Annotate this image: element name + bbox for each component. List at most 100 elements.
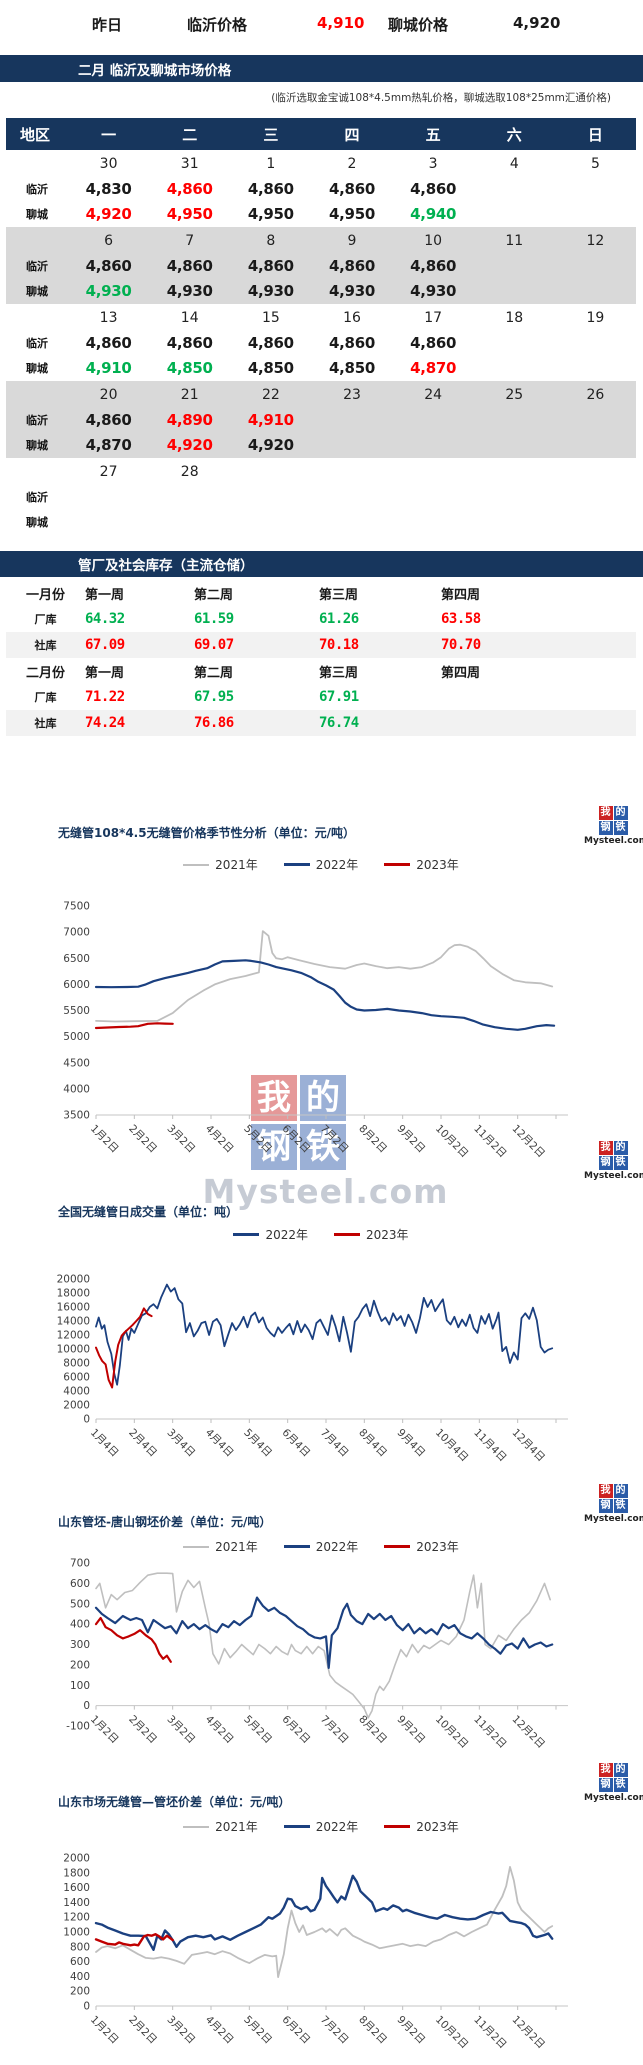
linyi-price-value: 4,910 — [317, 14, 365, 32]
x-axis-tick-label: 9月4日 — [395, 1427, 428, 1460]
region-label: 聊城 — [26, 207, 48, 221]
liaocheng-price-row: 聊城 — [6, 509, 636, 534]
linyi-price-row: 临沂 4,860 4,890 4,910 — [6, 407, 636, 432]
region-label: 临沂 — [26, 413, 48, 427]
calendar-table: 地区一二三四五六日 30 31 1 2 3 4 5 临沂 4,830 4,860 4,860 4,860… — [6, 118, 636, 535]
x-axis-tick-label: 7月4日 — [318, 1427, 351, 1460]
x-axis-tick-label: 10月2日 — [433, 1713, 471, 1751]
price-cell: 4,930 — [166, 281, 213, 300]
x-axis-tick-label: 7月2日 — [318, 1713, 351, 1746]
region-label: 聊城 — [26, 515, 48, 529]
x-axis-tick-label: 3月4日 — [165, 1427, 198, 1460]
y-axis-tick-label: 4000 — [63, 1386, 90, 1398]
date-cell: 12 — [586, 232, 605, 249]
linyi-price-row: 临沂 4,860 4,860 4,860 4,860 4,860 — [6, 253, 636, 278]
calendar-banner-title: 二月 临沂及聊城市场价格 — [78, 62, 232, 79]
legend-item: 2021年 — [183, 1818, 258, 1835]
x-axis-tick-label: 2月2日 — [126, 1123, 159, 1156]
series-line-2023年 — [95, 1307, 153, 1389]
price-cell: 4,850 — [329, 358, 375, 377]
price-cell: 4,930 — [85, 281, 132, 300]
price-cell: 4,850 — [166, 358, 213, 377]
inventory-row-label: 社库 — [34, 717, 57, 730]
legend-label: 2022年 — [315, 1820, 359, 1834]
watermark-char: 钢 — [251, 1124, 297, 1170]
price-cell: 4,950 — [329, 204, 375, 223]
y-axis-tick-label: 100 — [70, 1680, 90, 1692]
series-line-2021年 — [95, 930, 554, 1023]
mysteel-logo-char: 钢 — [598, 1156, 613, 1170]
y-axis-tick-label: 18000 — [57, 1288, 90, 1300]
x-axis-tick-label: 3月2日 — [165, 1713, 198, 1746]
y-axis-tick-label: 10000 — [57, 1344, 90, 1356]
y-axis-tick-label: 14000 — [57, 1316, 90, 1328]
watermark-char: 我 — [251, 1075, 297, 1121]
mysteel-logo-sitename: Mysteel.com — [584, 836, 643, 846]
y-axis-tick-label: 200 — [70, 1986, 90, 1998]
inventory-week-header: 第四周 — [441, 587, 481, 603]
price-cell: 4,910 — [85, 358, 132, 377]
price-cell: 4,860 — [329, 179, 375, 198]
inventory-week-header: 第二周 — [194, 587, 234, 603]
date-cell: 2 — [347, 155, 357, 172]
date-cell: 3 — [428, 155, 438, 172]
mysteel-logo-char: 的 — [613, 1141, 628, 1155]
legend-item: 2023年 — [384, 1818, 459, 1835]
price-cell: 4,830 — [85, 179, 132, 198]
price-cell: 4,860 — [410, 179, 457, 198]
inventory-value-cell: 61.26 — [319, 611, 359, 627]
x-axis-tick-label: 10月2日 — [433, 1123, 471, 1161]
x-axis-tick-label: 9月2日 — [395, 1713, 428, 1746]
y-axis-tick-label: 600 — [70, 1956, 90, 1968]
legend-swatch — [183, 1825, 210, 1828]
inventory-value-cell: 74.24 — [85, 715, 125, 731]
mysteel-logo: 我的钢铁 Mysteel.com — [584, 1484, 643, 1524]
y-axis-tick-label: 400 — [70, 1619, 90, 1631]
y-axis-tick-label: 7000 — [63, 927, 90, 939]
liaocheng-price-row: 聊城 4,930 4,930 4,930 4,930 4,930 — [6, 278, 636, 303]
chart4-pipe-billet-spread: 20001800160014001200100080060040020001月2… — [63, 1853, 568, 2051]
y-axis-tick-label: 8000 — [63, 1358, 90, 1370]
mysteel-logo-char: 的 — [613, 1763, 628, 1777]
x-axis-tick-label: 9月2日 — [395, 2014, 428, 2047]
price-cell: 4,860 — [85, 333, 132, 352]
inventory-social-row: 社库 67.09 69.07 70.18 70.70 — [6, 632, 636, 658]
calendar-dates-row: 6 7 8 9 10 11 12 — [6, 228, 636, 253]
region-label: 临沂 — [26, 336, 48, 350]
calendar-week: 30 31 1 2 3 4 5 临沂 4,830 4,860 4,860 4,860 4,860 聊城 4,… — [6, 150, 636, 227]
inventory-value-cell: 71.22 — [85, 689, 125, 705]
chart1-price-seasonal: 7500 7000 6500 6000 5500 5000 4500 4000 35001月2日… — [63, 901, 568, 1161]
legend-label: 2022年 — [315, 858, 359, 872]
price-cell: 4,860 — [247, 256, 294, 275]
mysteel-logo-char: 铁 — [613, 1778, 628, 1792]
region-label: 聊城 — [26, 361, 48, 375]
price-cell: 4,860 — [166, 179, 213, 198]
date-cell: 30 — [99, 155, 118, 172]
series-line-2022年 — [95, 1283, 554, 1386]
chart2-title: 全国无缝管日成交量（单位：吨） — [58, 1205, 239, 1219]
x-axis-tick-label: 4月2日 — [203, 1123, 236, 1156]
y-axis-tick-label: 400 — [70, 1971, 90, 1983]
legend-item: 2021年 — [183, 1538, 258, 1555]
date-cell: 13 — [99, 309, 118, 326]
series-line-2023年 — [94, 1932, 174, 1947]
legend-item: 2022年 — [283, 1818, 359, 1835]
date-cell: 18 — [505, 309, 524, 326]
date-cell: 10 — [424, 232, 443, 249]
x-axis-tick-label: 11月4日 — [471, 1427, 509, 1465]
y-axis-tick-label: 0 — [83, 1414, 90, 1426]
price-cell: 4,860 — [329, 256, 375, 275]
legend-item: 2023年 — [384, 1538, 459, 1555]
chart4-title: 山东市场无缝管—管坯价差（单位：元/吨） — [58, 1795, 291, 1809]
x-axis-tick-label: 5月2日 — [241, 2014, 274, 2047]
linyi-price-label: 临沂价格 — [187, 16, 248, 34]
calendar-note: (临沂选取金宝诚108*4.5mm热轧价格，聊城选取108*25mm汇通价格) — [271, 92, 611, 104]
x-axis-tick-label: 2月2日 — [126, 1713, 159, 1746]
x-axis-tick-label: 5月2日 — [241, 1123, 274, 1156]
y-axis-tick-label: 0 — [83, 1700, 90, 1712]
price-cell: 4,860 — [247, 333, 294, 352]
x-axis-tick-label: 11月2日 — [471, 1123, 509, 1161]
mysteel-logo: 我的钢铁 Mysteel.com — [584, 1763, 643, 1803]
x-axis-tick-label: 9月2日 — [395, 1123, 428, 1156]
legend-swatch — [283, 1825, 310, 1828]
